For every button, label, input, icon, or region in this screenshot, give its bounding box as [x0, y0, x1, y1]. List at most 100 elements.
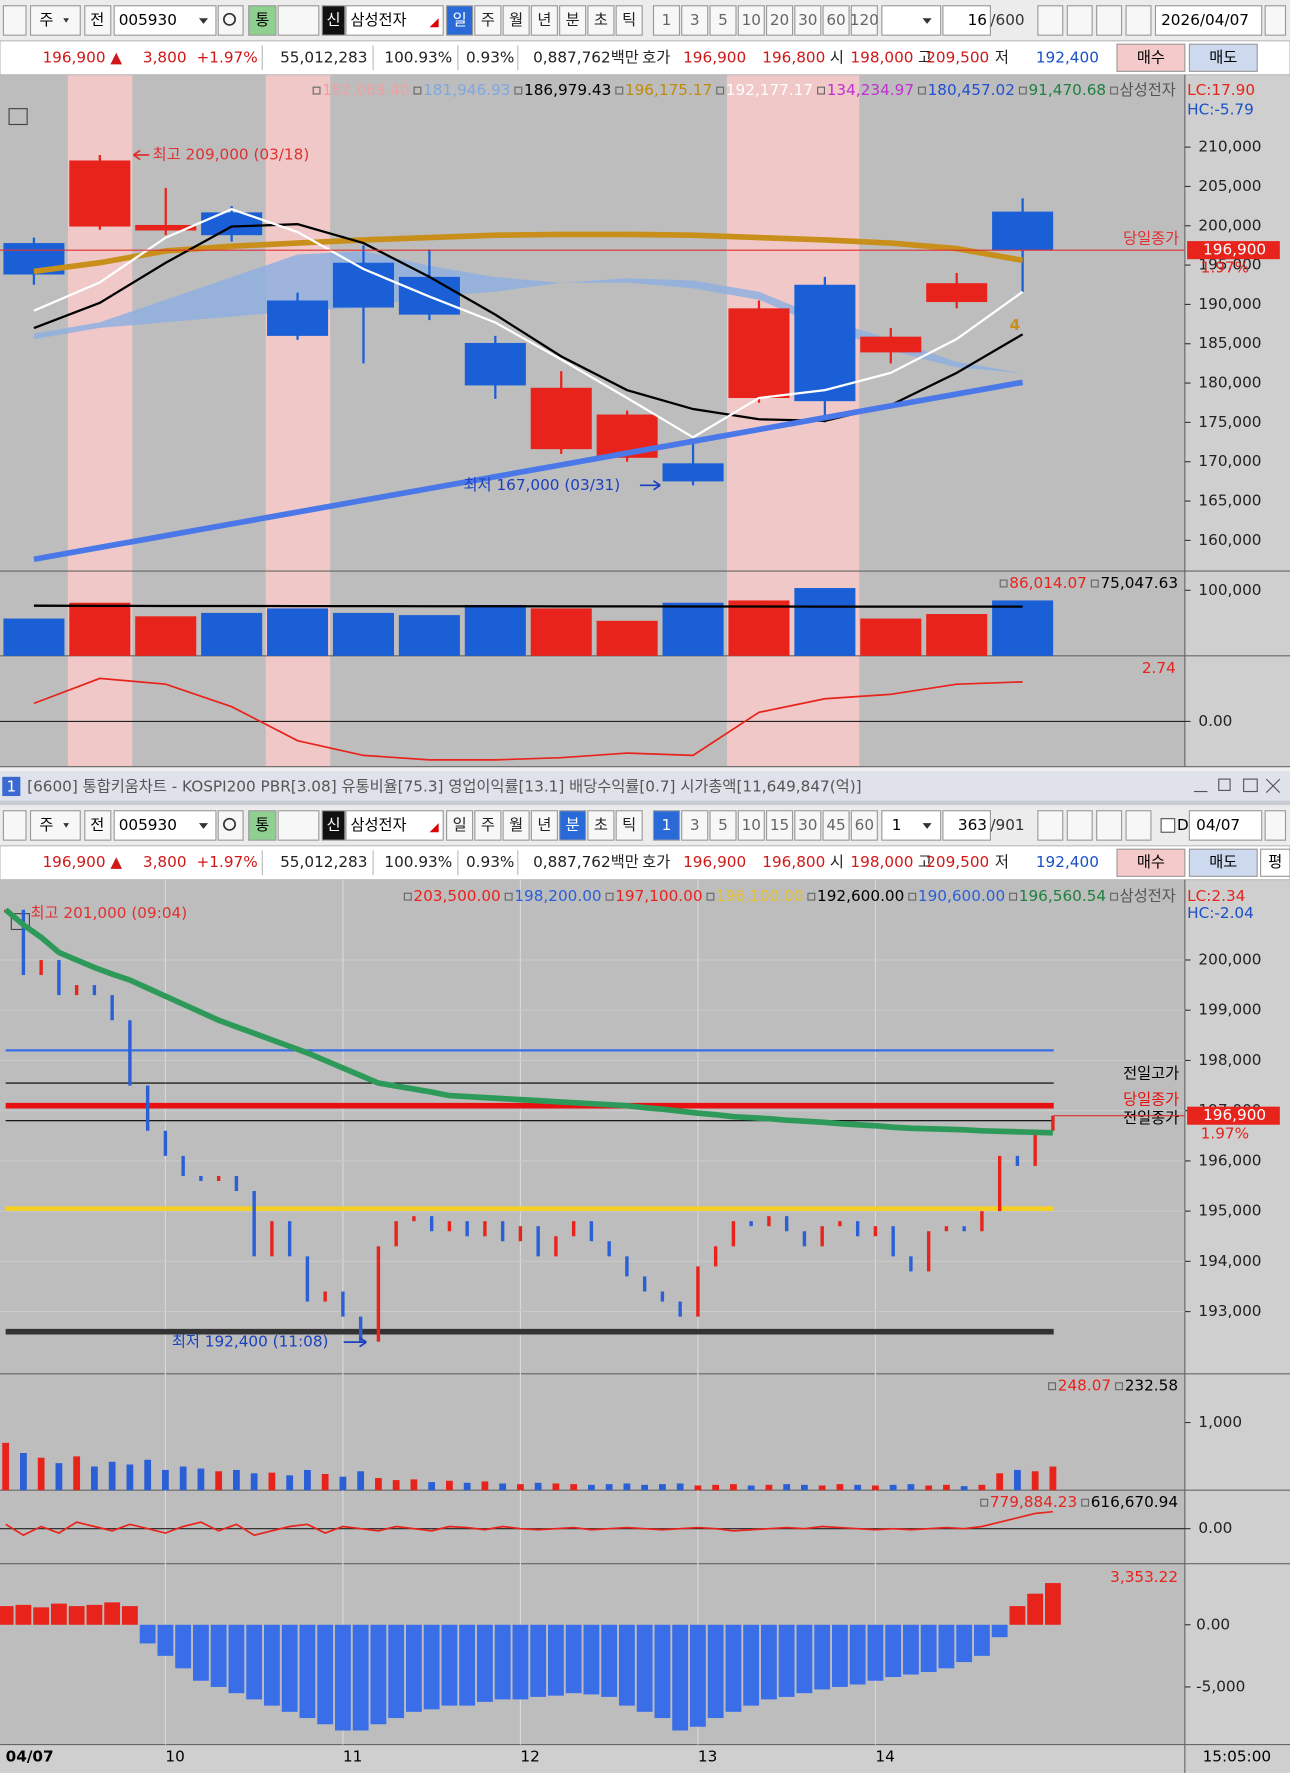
grid-icon[interactable] — [10, 913, 30, 931]
button[interactable] — [765, 810, 794, 841]
button[interactable] — [530, 5, 558, 36]
button[interactable] — [217, 5, 244, 36]
code-input[interactable] — [113, 810, 217, 841]
button[interactable] — [737, 5, 765, 36]
button[interactable] — [1096, 5, 1123, 36]
button[interactable] — [2, 810, 27, 841]
tong-button: 통 — [255, 11, 269, 29]
window-buttons[interactable] — [1193, 778, 1281, 794]
button[interactable] — [446, 810, 474, 841]
number-button: 45 — [826, 816, 845, 834]
volume-bar — [108, 1461, 116, 1491]
button[interactable] — [615, 5, 643, 36]
volume-bar — [428, 1482, 436, 1491]
button[interactable] — [709, 810, 737, 841]
button[interactable] — [248, 5, 277, 36]
tong-button: 통 — [255, 816, 269, 834]
histogram-bar — [1009, 1606, 1026, 1625]
info-item: 209,500 — [926, 48, 989, 66]
button[interactable] — [587, 810, 615, 841]
button[interactable] — [84, 5, 112, 36]
unit-select[interactable] — [881, 810, 942, 841]
button[interactable] — [850, 5, 878, 36]
button[interactable] — [615, 810, 643, 841]
histogram-bar — [86, 1604, 103, 1625]
buy-button[interactable] — [1116, 43, 1186, 72]
date-input[interactable] — [1188, 810, 1263, 841]
button[interactable] — [1264, 5, 1287, 36]
interval-button: 월 — [509, 11, 523, 29]
histogram-bar — [903, 1624, 919, 1675]
count-input[interactable] — [942, 810, 991, 841]
button[interactable] — [29, 810, 81, 841]
histogram-bar — [299, 1624, 316, 1719]
name-input[interactable] — [345, 810, 444, 841]
button[interactable] — [652, 5, 681, 36]
checkbox[interactable] — [1160, 818, 1176, 833]
button[interactable] — [321, 810, 346, 841]
button[interactable] — [84, 810, 112, 841]
count-input[interactable] — [942, 5, 991, 36]
button[interactable] — [709, 5, 737, 36]
y-tick-label: 198,000 — [1198, 1051, 1261, 1069]
date-input[interactable] — [1154, 5, 1263, 36]
button[interactable] — [474, 5, 502, 36]
button[interactable] — [1066, 5, 1093, 36]
histogram-bar — [849, 1624, 866, 1685]
grid-icon[interactable] — [8, 108, 28, 126]
name-input[interactable] — [345, 5, 444, 36]
dropdown-arrow — [922, 18, 932, 24]
histogram-bar — [707, 1624, 724, 1719]
button[interactable] — [1125, 5, 1152, 36]
button[interactable] — [1037, 810, 1064, 841]
button[interactable] — [1264, 810, 1287, 841]
button[interactable] — [502, 5, 530, 36]
arrow — [639, 480, 661, 491]
button[interactable] — [850, 810, 878, 841]
button[interactable] — [1125, 810, 1152, 841]
histogram-bar — [796, 1624, 813, 1694]
histogram-bar — [33, 1607, 50, 1625]
button[interactable] — [277, 810, 320, 841]
button[interactable] — [1037, 5, 1064, 36]
buy-button[interactable] — [1116, 848, 1186, 877]
sell-button[interactable] — [1188, 848, 1258, 877]
button[interactable] — [652, 810, 681, 841]
price-tick — [287, 1221, 292, 1257]
hc-label: HC:-5.79 — [1187, 100, 1254, 118]
button[interactable] — [681, 810, 709, 841]
code-input[interactable] — [113, 5, 217, 36]
info-item: +1.97% — [197, 48, 258, 66]
button[interactable] — [681, 5, 709, 36]
button[interactable] — [474, 810, 502, 841]
button[interactable] — [794, 5, 822, 36]
button[interactable] — [794, 810, 822, 841]
button[interactable] — [321, 5, 346, 36]
button[interactable] — [2, 5, 27, 36]
stock-name: 삼성전자 — [350, 11, 406, 29]
daily-plot — [0, 74, 1185, 767]
button[interactable] — [737, 810, 765, 841]
button[interactable] — [277, 5, 320, 36]
button[interactable] — [822, 810, 850, 841]
x-tick-label: 14 — [875, 1748, 894, 1766]
button[interactable] — [587, 5, 615, 36]
price-tick — [181, 1155, 185, 1176]
volume-bar — [794, 588, 856, 656]
button[interactable] — [1066, 810, 1093, 841]
button[interactable] — [29, 5, 81, 36]
button[interactable] — [217, 810, 244, 841]
sell-button[interactable] — [1188, 43, 1258, 72]
button[interactable] — [502, 810, 530, 841]
volume-bar — [801, 1484, 808, 1491]
unit-select[interactable] — [881, 5, 942, 36]
button[interactable] — [822, 5, 850, 36]
avg-button[interactable] — [1260, 848, 1290, 877]
button[interactable] — [559, 810, 587, 841]
button[interactable] — [765, 5, 794, 36]
button[interactable] — [248, 810, 277, 841]
button[interactable] — [559, 5, 587, 36]
button[interactable] — [1096, 810, 1123, 841]
button[interactable] — [446, 5, 474, 36]
button[interactable] — [530, 810, 558, 841]
